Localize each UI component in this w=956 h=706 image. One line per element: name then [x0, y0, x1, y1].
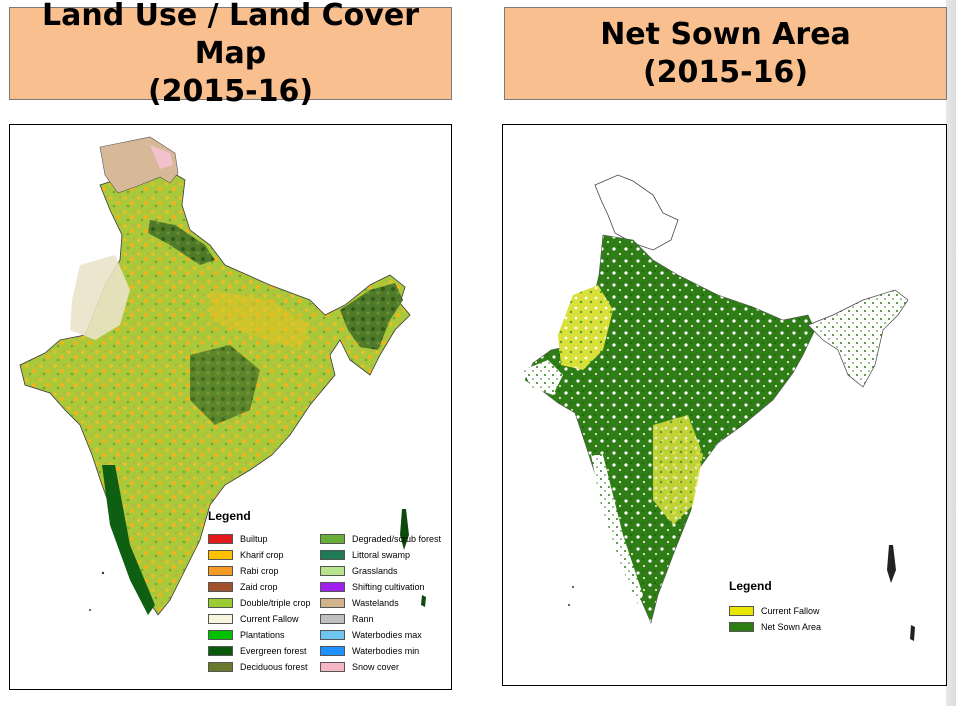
nsa-title: Net Sown Area: [600, 16, 851, 52]
lulc-legend-item: Littoral swamp: [320, 550, 410, 560]
lulc-legend-label: Plantations: [240, 630, 285, 640]
lulc-legend-item: Degraded/scrub forest: [320, 534, 441, 544]
window-edge: [946, 0, 956, 706]
lulc-legend-swatch: [208, 550, 233, 560]
nsa-title-box: Net Sown Area (2015-16): [504, 7, 947, 100]
lulc-legend-item: Waterbodies min: [320, 646, 419, 656]
nsa-legend-swatch: [729, 622, 754, 632]
lulc-legend-label: Wastelands: [352, 598, 399, 608]
lulc-legend-item: Wastelands: [320, 598, 399, 608]
lulc-legend-label: Rann: [352, 614, 374, 624]
lulc-legend-label: Current Fallow: [240, 614, 299, 624]
lulc-legend-item: Builtup: [208, 534, 268, 544]
lulc-legend-item: Current Fallow: [208, 614, 299, 624]
lulc-legend-label: Degraded/scrub forest: [352, 534, 442, 544]
lulc-legend-title: Legend: [208, 509, 251, 523]
nsa-legend: Legend Current Fallow Net Sown Area: [729, 579, 889, 639]
lulc-legend-item: Zaid crop: [208, 582, 278, 592]
lulc-legend-swatch: [320, 566, 345, 576]
lulc-legend-label: Waterbodies max: [352, 630, 422, 640]
nsa-legend-label: Net Sown Area: [761, 622, 822, 632]
lulc-legend-label: Kharif crop: [240, 550, 284, 560]
lulc-year: (2015-16): [147, 73, 314, 109]
lulc-legend-swatch: [208, 582, 233, 592]
nsa-legend-item: Net Sown Area: [729, 622, 821, 632]
lulc-legend-item: Grasslands: [320, 566, 398, 576]
lulc-legend-label: Grasslands: [352, 566, 398, 576]
lulc-map: [19, 136, 426, 616]
lulc-legend-item: Shifting cultivation: [320, 582, 425, 592]
lulc-legend-swatch: [208, 630, 233, 640]
lulc-legend-swatch: [320, 598, 345, 608]
lulc-legend-label: Deciduous forest: [240, 662, 308, 672]
lulc-legend-swatch: [208, 614, 233, 624]
nsa-map-frame: Legend Current Fallow Net Sown Area: [502, 124, 947, 686]
lulc-legend-label: Waterbodies min: [352, 646, 420, 656]
lulc-legend-swatch: [320, 662, 345, 672]
nsa-map: [523, 174, 915, 641]
lulc-map-frame: Legend Builtup Kharif crop Rabi crop Zaid c…: [9, 124, 452, 690]
lulc-legend-label: Zaid crop: [240, 582, 278, 592]
lulc-legend-swatch: [320, 550, 345, 560]
lulc-legend-swatch: [320, 646, 345, 656]
lulc-legend-label: Double/triple crop: [240, 598, 311, 608]
lulc-legend-swatch: [208, 662, 233, 672]
nsa-legend-label: Current Fallow: [761, 606, 820, 616]
lulc-legend-swatch: [208, 534, 233, 544]
lulc-legend-swatch: [320, 582, 345, 592]
lulc-legend-label: Builtup: [240, 534, 268, 544]
lulc-legend-swatch: [208, 646, 233, 656]
lulc-legend-label: Littoral swamp: [352, 550, 411, 560]
lulc-legend-swatch: [320, 614, 345, 624]
lulc-legend-item: Snow cover: [320, 662, 399, 672]
nsa-legend-swatch: [729, 606, 754, 616]
lulc-title: Land Use / Land Cover Map: [41, 0, 419, 71]
nsa-legend-title: Legend: [729, 579, 772, 593]
nsa-legend-item: Current Fallow: [729, 606, 820, 616]
lulc-legend-item: Deciduous forest: [208, 662, 308, 672]
lulc-legend-swatch: [208, 598, 233, 608]
nsa-year: (2015-16): [642, 54, 809, 90]
lulc-legend-swatch: [208, 566, 233, 576]
lulc-legend-item: Kharif crop: [208, 550, 284, 560]
lulc-title-box: Land Use / Land Cover Map (2015-16): [9, 0, 452, 109]
lulc-legend: Legend Builtup Kharif crop Rabi crop Zaid c…: [208, 509, 448, 679]
lulc-legend-label: Snow cover: [352, 662, 400, 672]
lulc-legend-label: Evergreen forest: [240, 646, 307, 656]
lulc-legend-swatch: [320, 534, 345, 544]
lulc-legend-item: Double/triple crop: [208, 598, 311, 608]
lulc-legend-item: Waterbodies max: [320, 630, 422, 640]
lulc-legend-item: Rabi crop: [208, 566, 279, 576]
lulc-legend-swatch: [320, 630, 345, 640]
lulc-legend-label: Shifting cultivation: [352, 582, 425, 592]
lulc-legend-item: Evergreen forest: [208, 646, 307, 656]
lulc-legend-label: Rabi crop: [240, 566, 279, 576]
lulc-legend-item: Rann: [320, 614, 374, 624]
lulc-legend-item: Plantations: [208, 630, 285, 640]
